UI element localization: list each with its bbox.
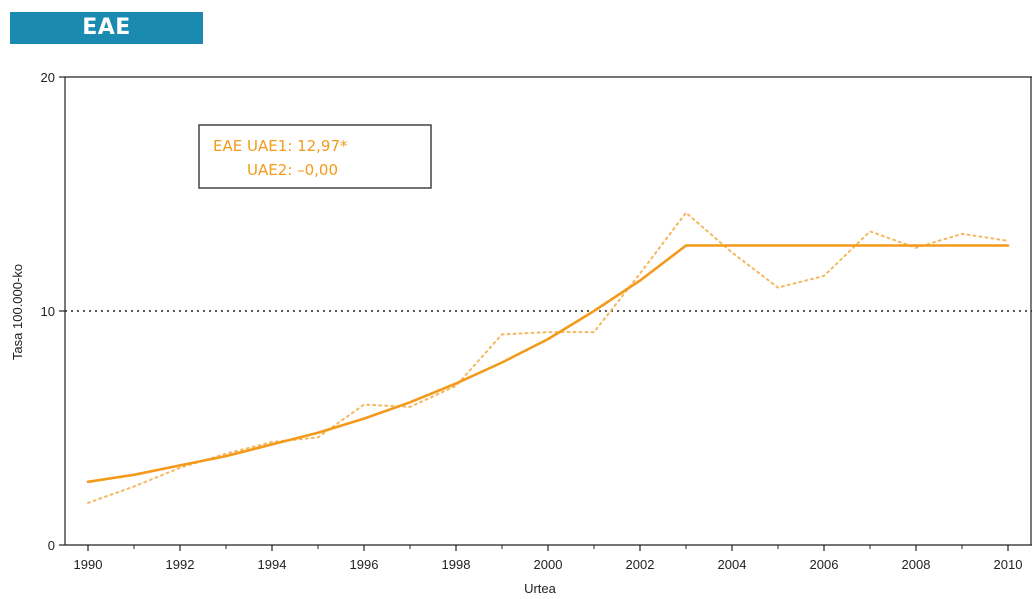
region-banner: EAE xyxy=(10,12,203,44)
observed-rate-line xyxy=(87,211,1009,504)
x-tick-label: 2010 xyxy=(994,557,1023,572)
annotation-line-2: UAE2: –0,00 xyxy=(247,161,338,179)
x-tick-label: 1996 xyxy=(350,557,379,572)
fitted-trend-line xyxy=(86,244,1010,484)
x-tick-label: 2008 xyxy=(902,557,931,572)
x-tick-label: 1994 xyxy=(258,557,287,572)
x-tick-label: 1990 xyxy=(74,557,103,572)
x-tick-label: 2006 xyxy=(810,557,839,572)
annotation-frame xyxy=(198,124,432,189)
y-tick-label: 20 xyxy=(41,70,55,85)
y-tick-label: 10 xyxy=(41,304,55,319)
y-tick-label: 0 xyxy=(48,538,55,553)
ticks: 1990 1992 1994 1996 1998 2000 2002 2004 2006 2008… xyxy=(41,70,1023,572)
x-tick-label: 2000 xyxy=(534,557,563,572)
annotation-line-1: EAE UAE1: 12,97* xyxy=(213,137,348,155)
x-tick-label: 2002 xyxy=(626,557,655,572)
y-axis-title: Tasa 100.000-ko xyxy=(10,264,25,360)
series xyxy=(86,211,1010,504)
x-axis-title: Urtea xyxy=(524,581,557,596)
x-tick-label: 1992 xyxy=(166,557,195,572)
x-tick-label: 1998 xyxy=(442,557,471,572)
x-tick-label: 2004 xyxy=(718,557,747,572)
annotation-box: EAE UAE1: 12,97* UAE2: –0,00 xyxy=(198,124,432,189)
